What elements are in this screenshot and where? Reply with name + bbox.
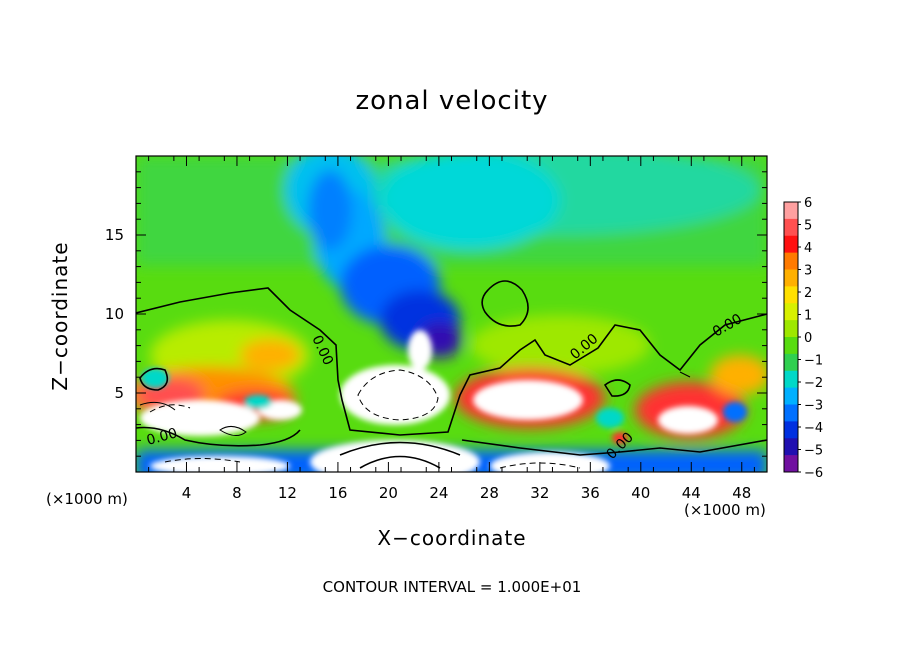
colorbar-label: −4 <box>804 421 823 436</box>
x-tick-label: 12 <box>278 484 297 502</box>
thin-contour-lines <box>139 371 691 436</box>
colorbar-swatch <box>784 353 798 372</box>
x-tick-label: 48 <box>732 484 751 502</box>
colorbar-label: −2 <box>804 376 823 391</box>
colorbar-swatch <box>784 218 798 237</box>
colorbar-swatch <box>784 404 798 422</box>
colorbar-swatch <box>784 421 798 439</box>
colorbar-label: 4 <box>804 241 812 256</box>
colorbar-label: −5 <box>804 444 823 459</box>
colorbar-swatch <box>784 269 798 287</box>
z-scale-note: (×1000 m) <box>46 490 128 508</box>
colorbar-swatch <box>784 438 798 456</box>
colorbar-label: 3 <box>804 264 812 279</box>
contour-lines <box>136 280 767 469</box>
colorbar-swatch <box>784 202 798 220</box>
colorbar-swatch <box>784 235 798 254</box>
colorbar: 6 5 4 3 2 1 0 −1 −2 −3 −4 −5 −6 <box>783 196 823 481</box>
colorbar-swatch <box>784 370 798 389</box>
x-tick-label: 28 <box>480 484 499 502</box>
x-tick-label: 36 <box>581 484 600 502</box>
colorbar-label: 6 <box>804 196 812 211</box>
colorbar-swatch <box>784 455 798 473</box>
colorbar-swatch <box>784 337 798 355</box>
x-scale-note: (×1000 m) <box>684 501 766 519</box>
colorbar-label: −6 <box>804 466 823 481</box>
x-tick-label: 24 <box>429 484 448 502</box>
colorbar-label: 1 <box>804 309 812 324</box>
colorbar-label: 5 <box>804 219 812 234</box>
chart-title: zonal velocity <box>355 86 549 116</box>
x-tick-label: 44 <box>682 484 701 502</box>
colorbar-swatch <box>784 387 798 405</box>
x-tick-label: 8 <box>232 484 242 502</box>
contour-label: 0.00 <box>145 425 179 449</box>
x-tick-label: 40 <box>631 484 650 502</box>
y-tick-label: 5 <box>114 384 124 402</box>
colorbar-label: 2 <box>804 286 812 301</box>
x-tick-label: 16 <box>328 484 347 502</box>
contour-interval-text: CONTOUR INTERVAL = 1.000E+01 <box>322 578 582 596</box>
colorbar-swatch <box>784 303 798 321</box>
x-tick-label: 20 <box>379 484 398 502</box>
colorbar-swatch <box>784 286 798 304</box>
colorbar-swatch <box>784 320 798 338</box>
x-tick-label: 4 <box>182 484 192 502</box>
heatmap-field <box>136 156 767 472</box>
colorbar-label: −1 <box>804 354 823 369</box>
y-tick-label: 15 <box>105 226 124 244</box>
colorbar-label: 0 <box>804 331 812 346</box>
x-axis-label: X−coordinate <box>377 526 527 550</box>
colorbar-swatch <box>784 252 798 270</box>
colorbar-label: −3 <box>804 399 823 414</box>
x-tick-label: 32 <box>530 484 549 502</box>
y-tick-label: 10 <box>105 305 124 323</box>
